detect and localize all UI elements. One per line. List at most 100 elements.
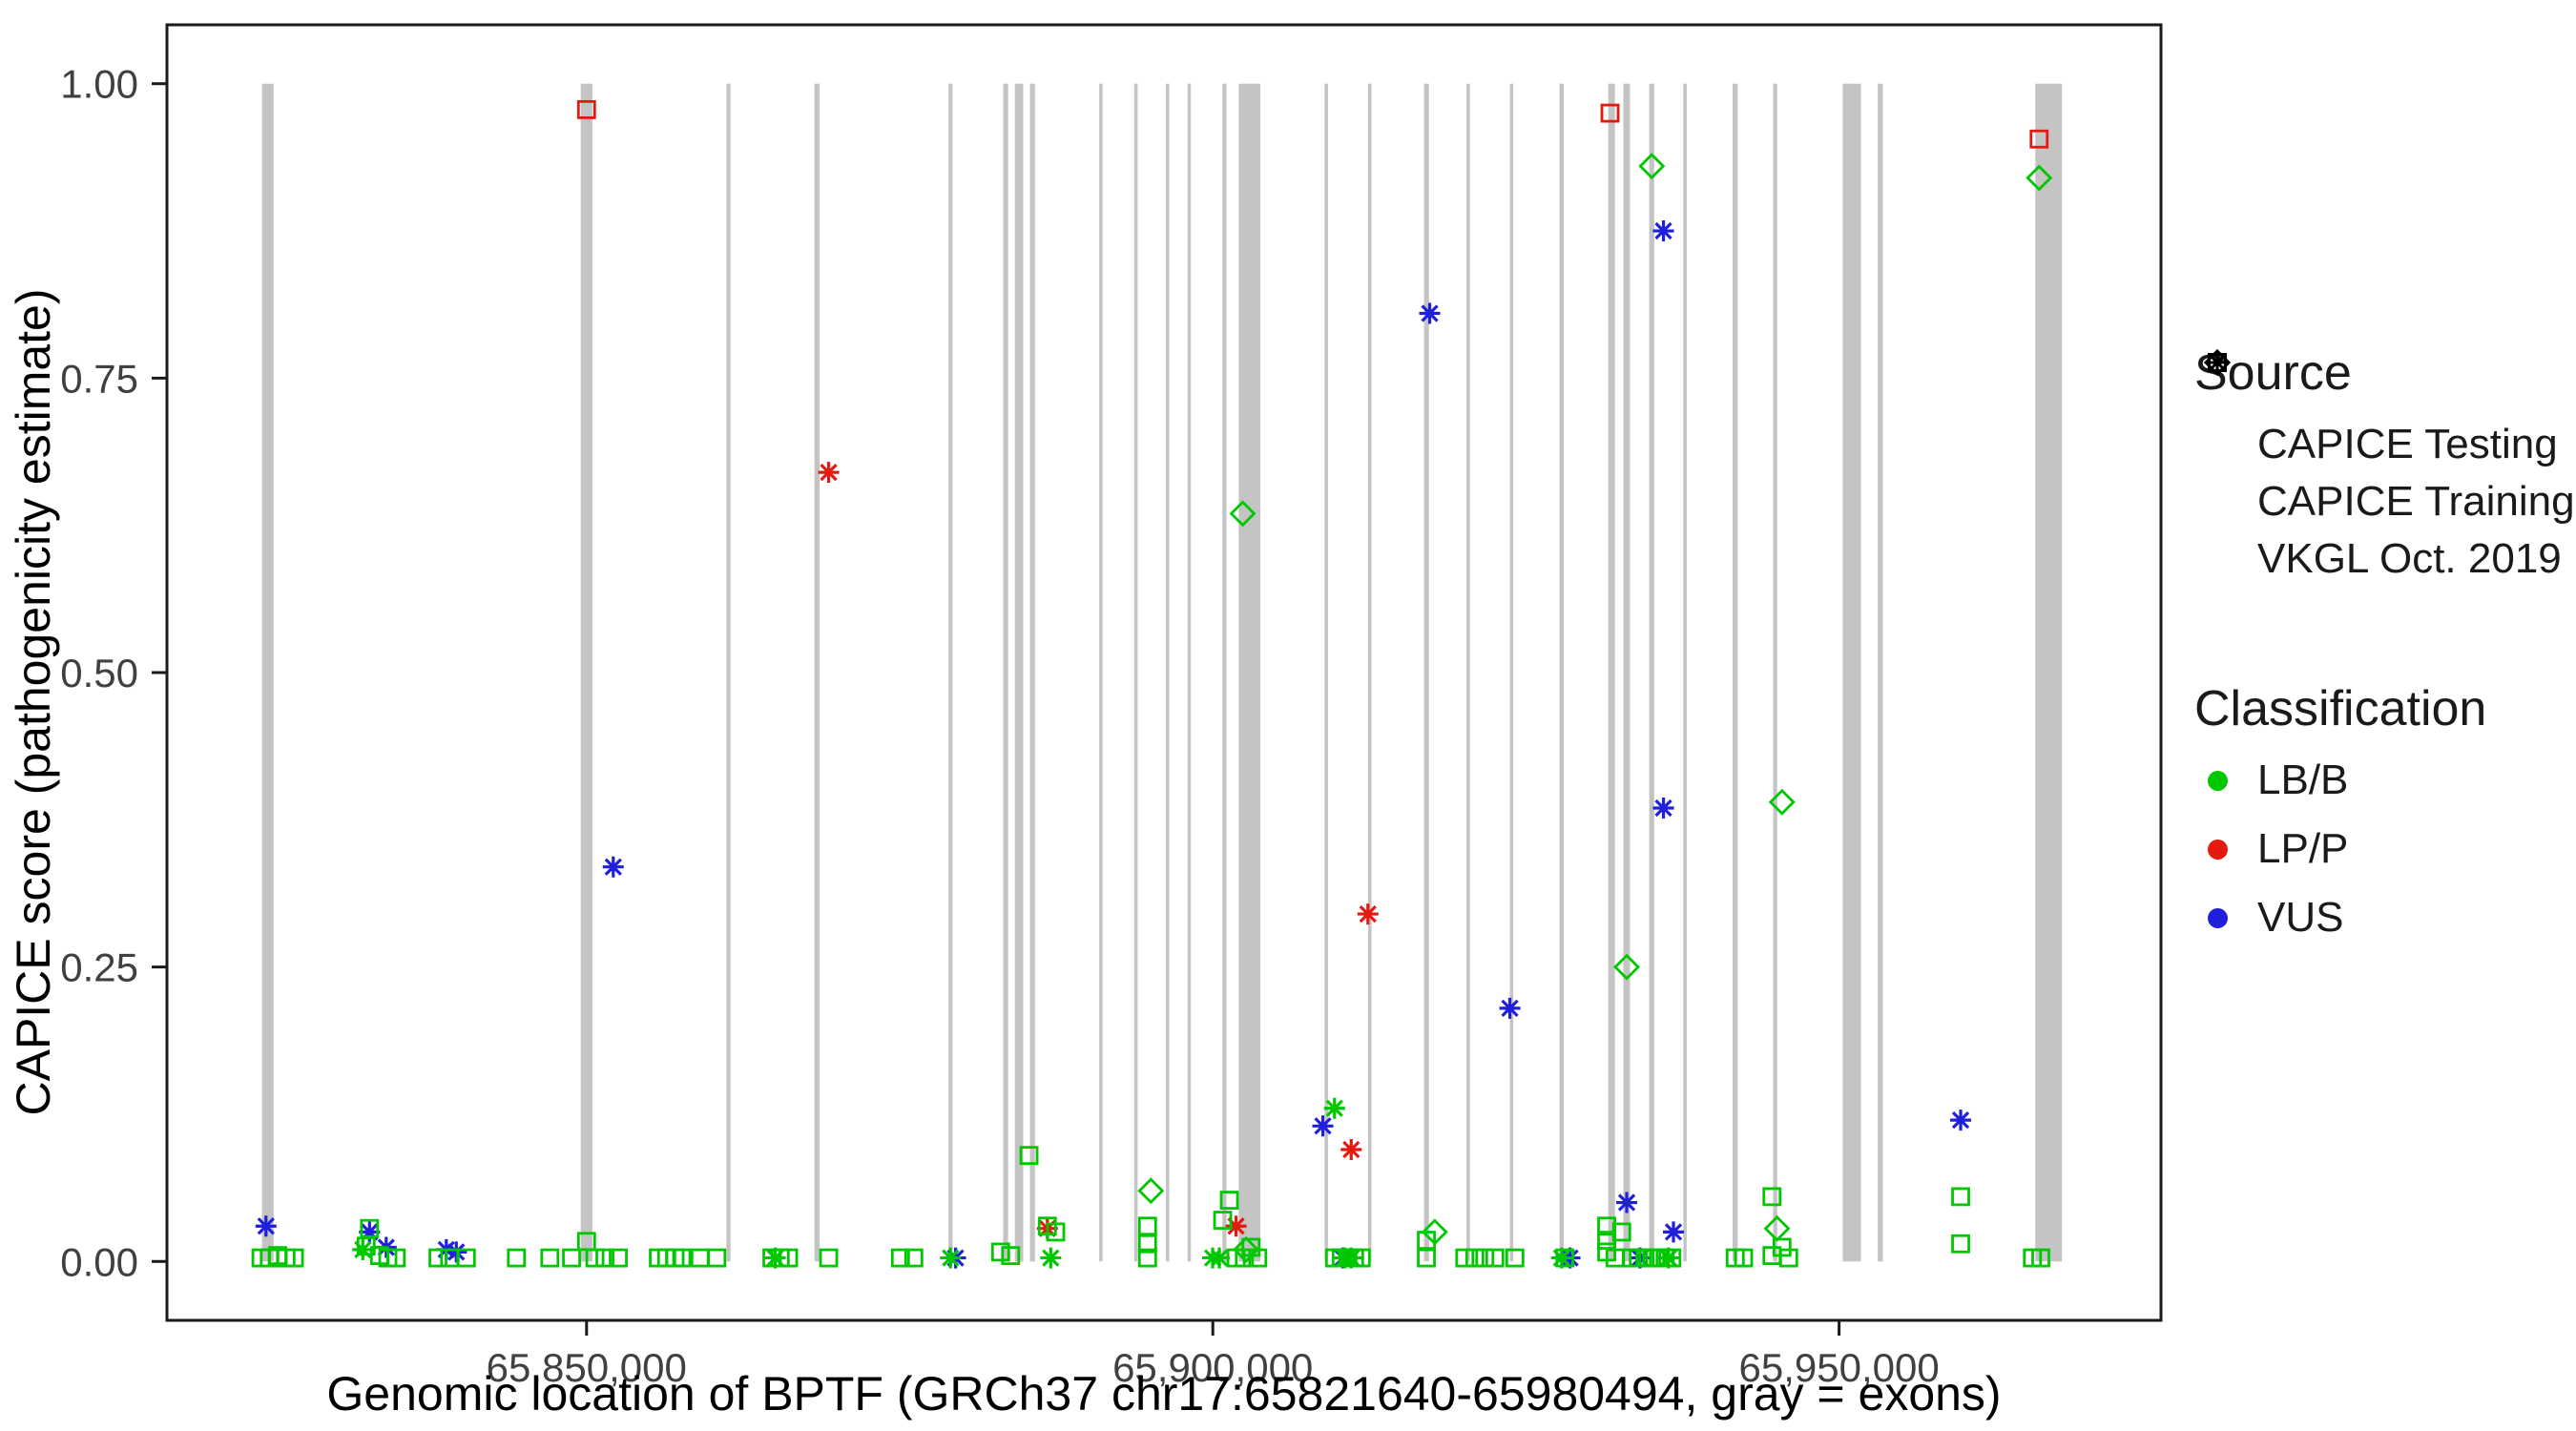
data-point-asterisk	[1652, 797, 1674, 819]
exon-bar	[1683, 83, 1687, 1262]
data-point-square	[1213, 1211, 1233, 1230]
data-point-asterisk	[359, 1221, 381, 1243]
data-point-square	[1465, 1248, 1485, 1268]
y-axis-title: CAPICE score (pathogenicity estimate)	[7, 288, 60, 1115]
y-tick-label: 0.00	[60, 1239, 138, 1284]
data-point-square	[507, 1248, 527, 1268]
legend-item-label: VUS	[2257, 894, 2344, 941]
data-point-square	[609, 1248, 628, 1268]
legend-source-items: CAPICE Testing CAPICE Training VKGL Oct.…	[2194, 348, 2575, 584]
data-point-square	[1762, 1187, 1782, 1207]
data-point-asterisk	[1040, 1247, 1062, 1269]
legend-section-source: Source CAPICE Testing CAPICE Training	[2194, 340, 2575, 584]
data-point-asterisk	[1209, 1247, 1231, 1269]
data-point-diamond	[1229, 500, 1257, 528]
exon-bar	[1773, 83, 1777, 1262]
data-point-square	[284, 1248, 304, 1268]
data-point-square	[585, 1248, 605, 1268]
data-point-square	[1951, 1234, 1970, 1254]
data-point-square	[1137, 1234, 1157, 1254]
legend-classification-items: LB/B LP/P VUS	[2194, 756, 2575, 943]
blue-dot-icon	[2194, 895, 2240, 941]
data-point-square	[1505, 1248, 1525, 1268]
data-point-square	[990, 1242, 1010, 1262]
exon-bar	[1559, 83, 1564, 1262]
exon-bar	[1423, 83, 1429, 1262]
diamond-icon	[2194, 348, 2240, 467]
exon-bar	[1842, 83, 1861, 1262]
data-point-square	[690, 1248, 710, 1268]
data-point-square	[576, 99, 596, 119]
data-point-square	[1417, 1248, 1436, 1268]
y-tick-label: 0.25	[60, 945, 138, 990]
data-point-square	[1137, 1216, 1157, 1236]
data-point-diamond	[1613, 953, 1641, 981]
data-point-square	[2029, 129, 2049, 149]
data-point-square	[1235, 1248, 1255, 1268]
exon-bar	[1133, 83, 1138, 1262]
data-point-square	[904, 1248, 924, 1268]
x-tick-label: 65,900,000	[1112, 1345, 1313, 1390]
data-point-square	[1485, 1248, 1505, 1268]
data-point-square	[1046, 1222, 1066, 1242]
exon-bar	[1222, 83, 1227, 1262]
data-point-square	[1951, 1187, 1970, 1207]
data-point-square	[1734, 1248, 1754, 1268]
data-point-square	[540, 1248, 560, 1268]
exon-bar	[1509, 83, 1514, 1262]
data-point-asterisk	[1340, 1247, 1362, 1269]
data-point-square	[819, 1248, 839, 1268]
data-point-asterisk	[1419, 302, 1441, 324]
data-point-square	[1248, 1248, 1268, 1268]
legend-item-vkgl: VKGL Oct. 2019	[2194, 352, 2575, 584]
exon-bar	[1649, 83, 1654, 1262]
x-tick-label: 65,850,000	[487, 1345, 687, 1390]
data-point-square	[386, 1248, 406, 1268]
red-dot-icon	[2194, 826, 2240, 872]
exon-bar	[1608, 83, 1615, 1262]
data-point-asterisk	[1312, 1115, 1334, 1137]
data-point-asterisk	[1225, 1215, 1247, 1237]
exon-bar	[580, 83, 592, 1262]
legend-item-capice-testing: CAPICE Testing	[2194, 348, 2575, 469]
data-point-square	[1611, 1222, 1631, 1242]
data-point-asterisk	[1499, 997, 1521, 1019]
exon-bar	[1014, 83, 1024, 1262]
data-point-diamond	[1768, 788, 1796, 816]
data-point-asterisk	[446, 1241, 467, 1263]
data-point-asterisk	[1323, 1097, 1345, 1119]
legend: Source CAPICE Testing CAPICE Training	[2194, 340, 2575, 943]
data-point-square	[1455, 1248, 1475, 1268]
legend-item-label: LB/B	[2257, 757, 2349, 803]
x-tick-label: 65,950,000	[1738, 1345, 1939, 1390]
data-point-square	[1137, 1248, 1157, 1268]
data-point-diamond	[2025, 164, 2053, 192]
exon-bar	[814, 83, 820, 1262]
data-point-diamond	[1233, 1235, 1260, 1263]
plot-border	[165, 23, 2163, 1322]
plot-layers: 65,850,000 65,900,000 65,950,000 0.00 0.25 0.…	[60, 23, 2163, 1390]
exon-bar	[1187, 83, 1192, 1262]
exon-bar	[2035, 83, 2063, 1262]
data-point-asterisk	[1616, 1192, 1638, 1213]
legend-item-label: CAPICE Testing	[2257, 421, 2558, 467]
legend-item-vus: VUS	[2194, 893, 2575, 943]
square-icon	[2194, 353, 2240, 525]
data-point-square	[1778, 1248, 1798, 1268]
exon-bar	[726, 83, 731, 1262]
data-point-diamond	[1137, 1177, 1165, 1205]
data-point-square	[1019, 1146, 1039, 1166]
data-point-square	[1600, 103, 1620, 123]
legend-item-label: CAPICE Training	[2257, 478, 2575, 525]
data-point-square	[360, 1218, 380, 1238]
legend-item-label: LP/P	[2257, 825, 2349, 872]
exon-bar	[948, 83, 953, 1262]
green-dot-icon	[2194, 757, 2240, 803]
data-point-diamond	[1638, 153, 1666, 180]
data-point-asterisk	[1657, 1247, 1679, 1269]
y-tick-label: 1.00	[60, 62, 138, 107]
data-point-square	[562, 1248, 581, 1268]
data-point-square	[1219, 1191, 1239, 1210]
data-point-asterisk	[818, 462, 840, 484]
exon-bar	[1367, 83, 1372, 1262]
